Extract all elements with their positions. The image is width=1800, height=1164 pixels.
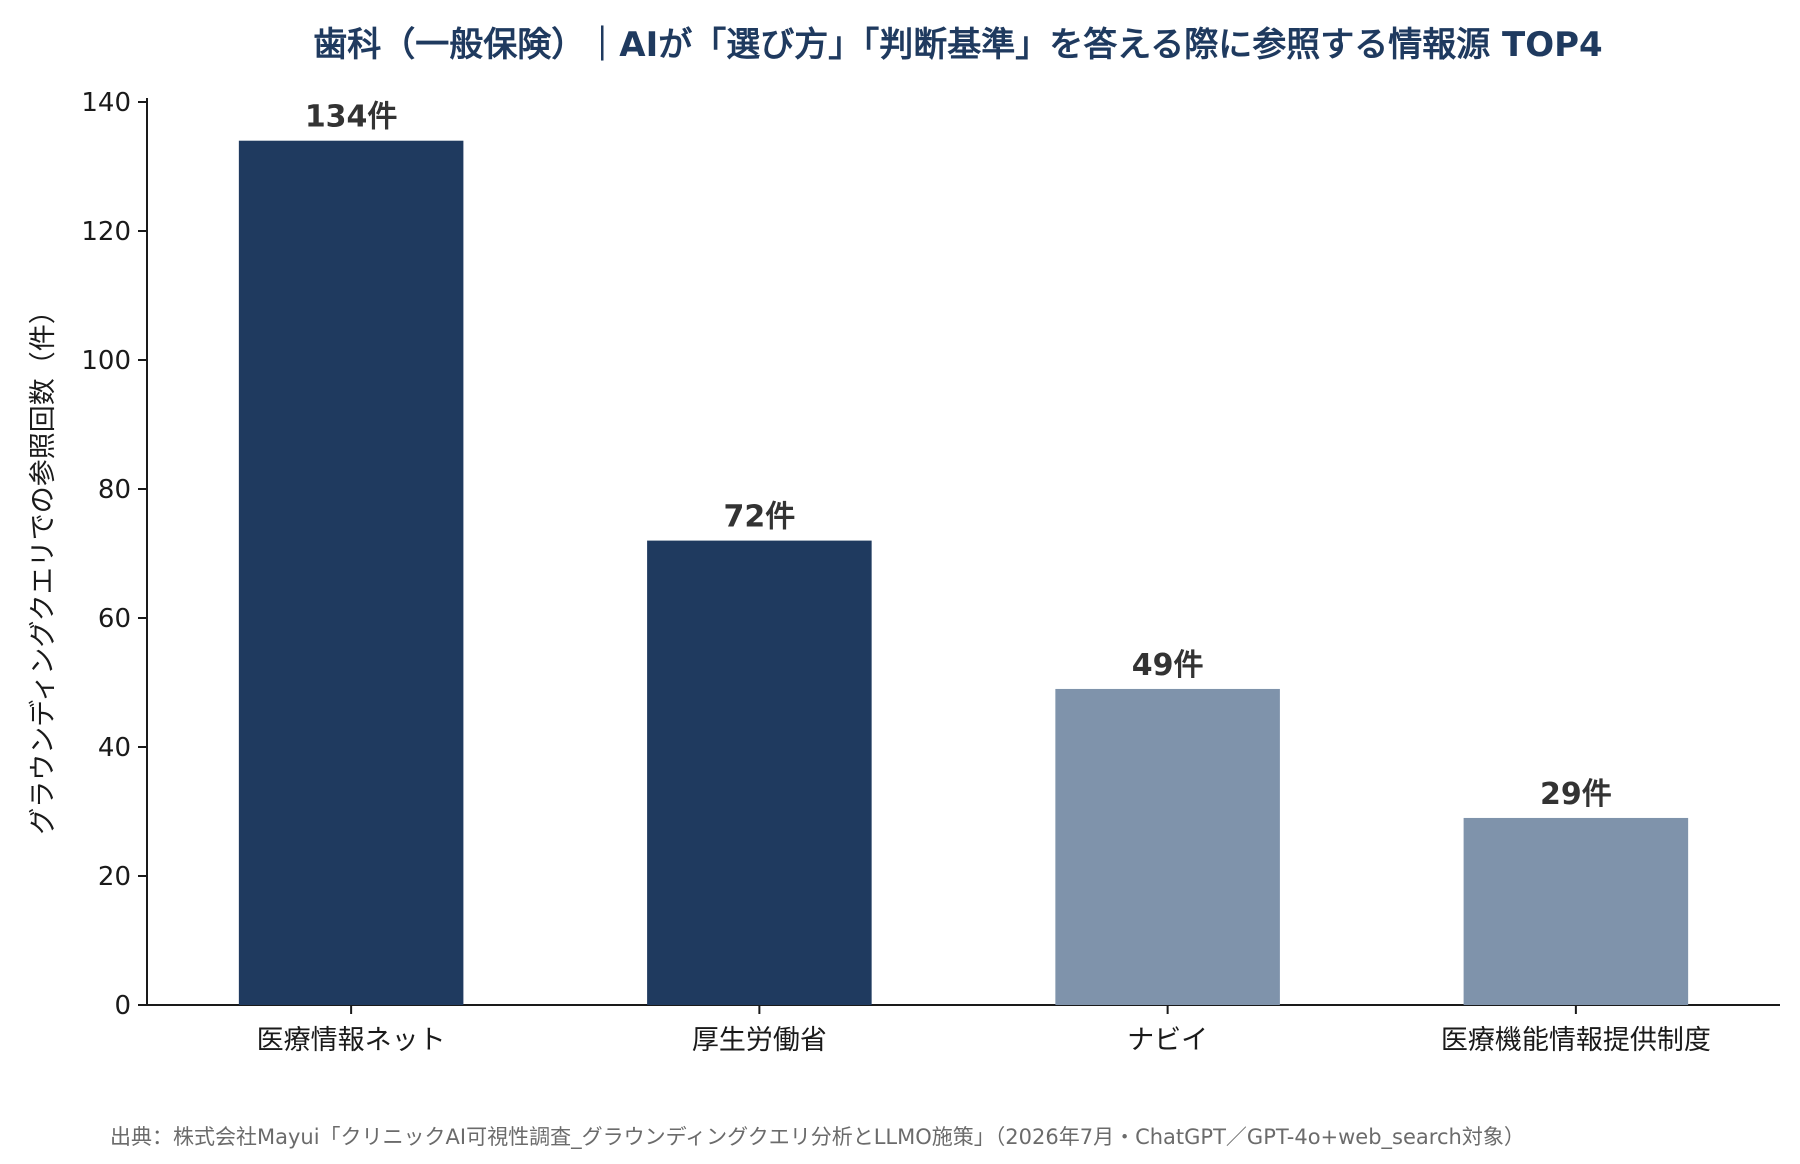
y-axis: 0 20 40 60 80 100 120 140 <box>81 88 148 1021</box>
data-label: 29件 <box>1540 777 1612 812</box>
x-tick-label: 厚生労働省 <box>692 1025 827 1056</box>
y-tick-label: 80 <box>98 475 131 505</box>
bar <box>1463 817 1689 1005</box>
bars <box>238 140 1689 1005</box>
bar <box>647 540 872 1005</box>
data-label: 134件 <box>305 100 398 135</box>
y-tick-label: 0 <box>114 991 131 1021</box>
bar <box>238 140 464 1005</box>
y-tick-label: 120 <box>81 217 131 247</box>
data-labels: 134件 72件 49件 29件 <box>305 100 1612 812</box>
x-axis: 医療情報ネット 厚生労働省 ナビイ 医療機能情報提供制度 <box>147 1004 1780 1056</box>
x-tick-label: 医療機能情報提供制度 <box>1441 1025 1711 1056</box>
data-label: 49件 <box>1132 648 1204 683</box>
data-label: 72件 <box>724 500 796 535</box>
y-axis-title: グラウンディングクエリでの参照回数（件） <box>28 297 59 835</box>
y-tick-label: 100 <box>81 346 131 376</box>
chart-title: 歯科（一般保険）｜AIが「選び方」「判断基準」を答える際に参照する情報源 TOP… <box>313 25 1602 65</box>
x-tick-label: ナビイ <box>1127 1025 1208 1056</box>
y-tick-label: 40 <box>98 733 131 763</box>
x-tick-label: 医療情報ネット <box>257 1025 446 1056</box>
source-note: 出典：株式会社Mayui「クリニックAI可視性調査_グラウンディングクエリ分析と… <box>110 1125 1525 1150</box>
y-tick-label: 20 <box>98 862 131 892</box>
y-tick-label: 140 <box>81 88 131 118</box>
bar <box>1055 688 1280 1005</box>
y-tick-label: 60 <box>98 604 131 634</box>
